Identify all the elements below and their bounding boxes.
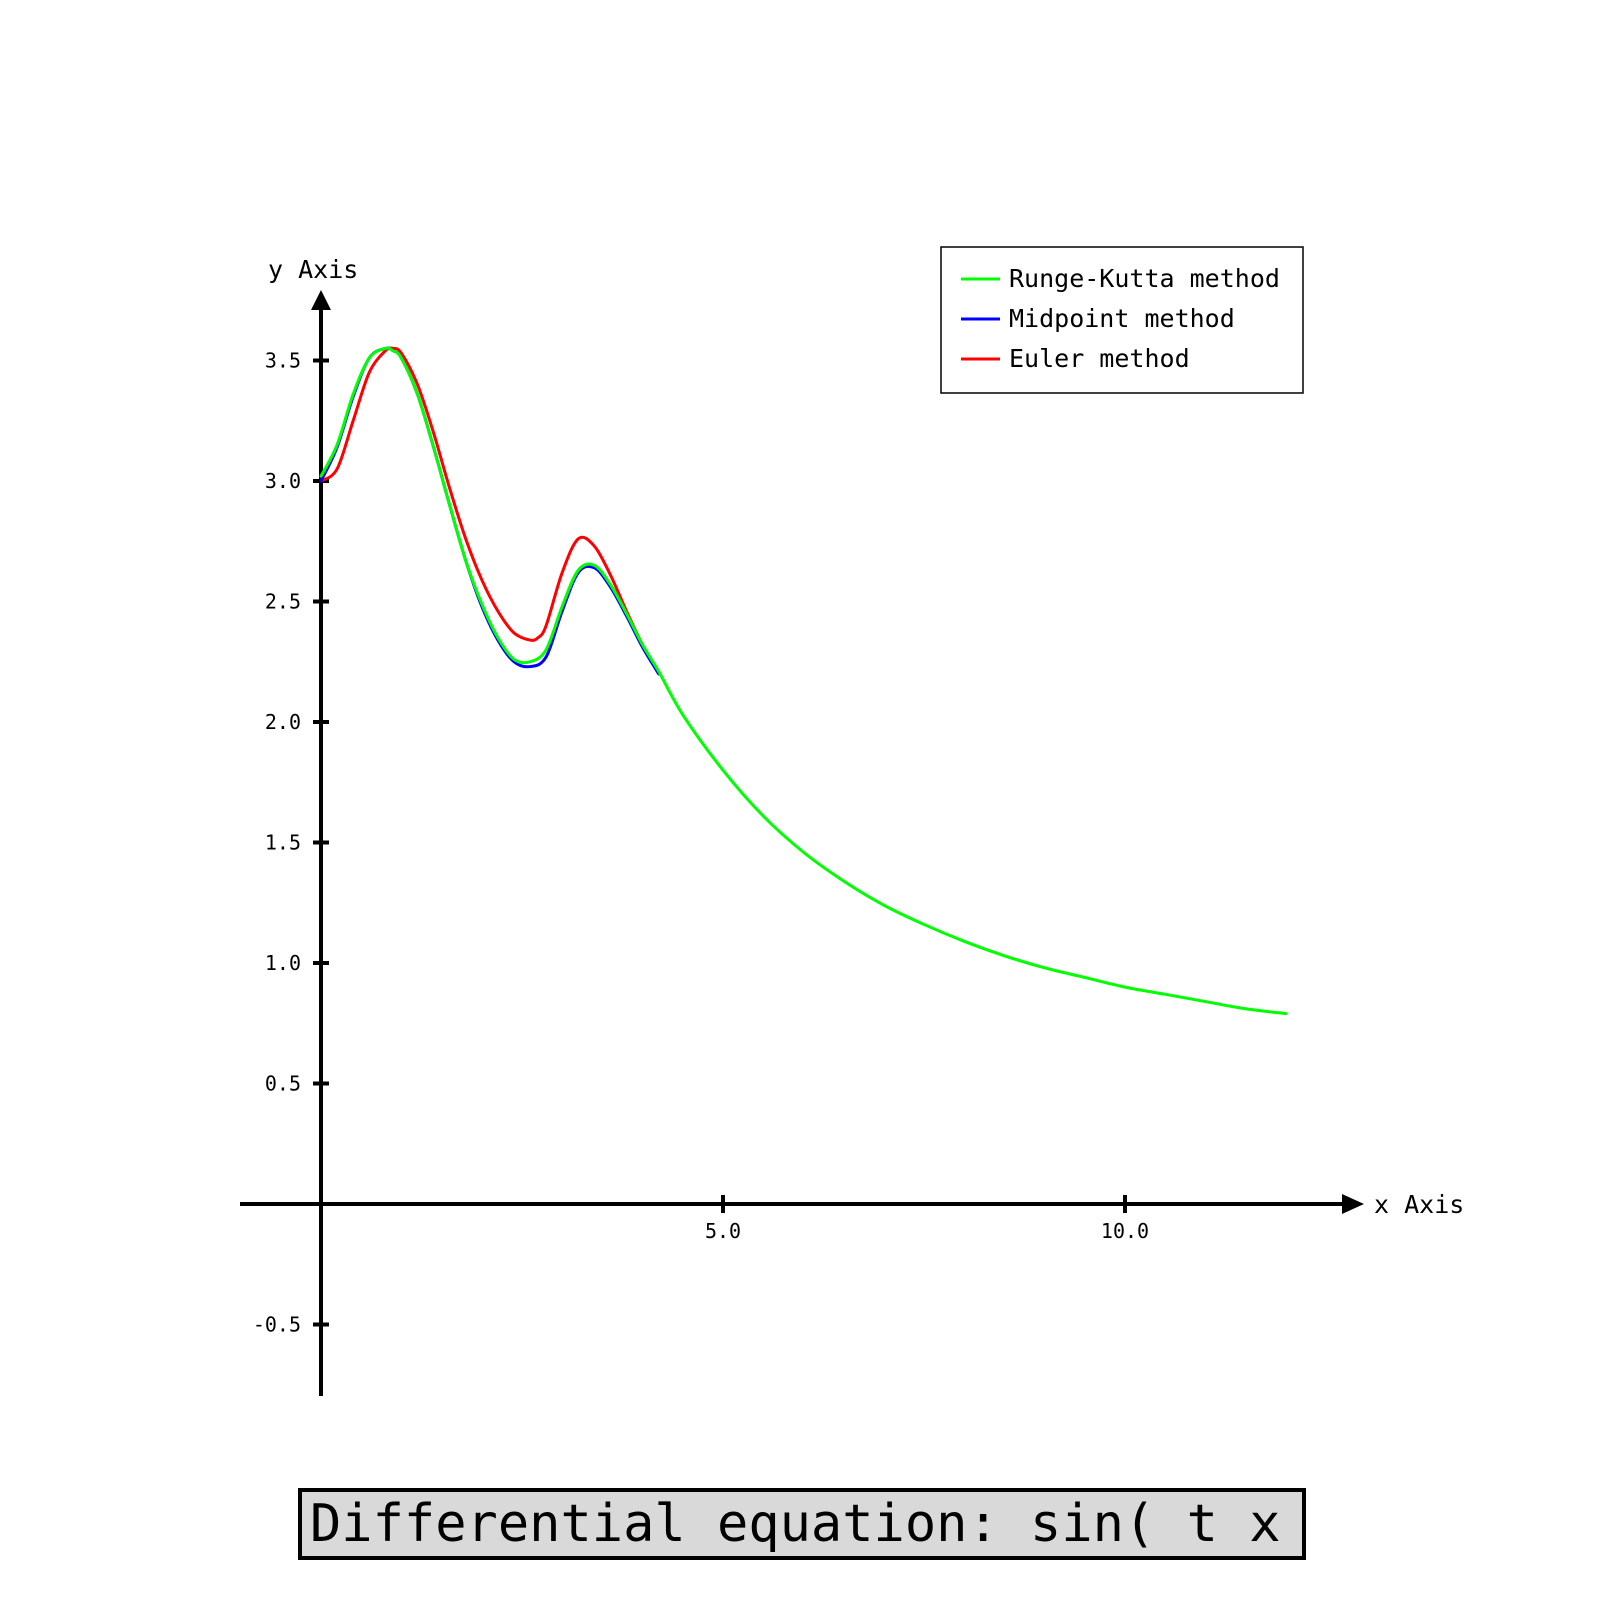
y-axis-label: y Axis — [268, 255, 358, 284]
y-tick-label: 3.0 — [265, 469, 301, 493]
legend-box — [940, 246, 1304, 394]
y-tick-label: 1.5 — [265, 831, 301, 855]
y-tick-label: 2.5 — [265, 590, 301, 614]
y-tick-label: 1.0 — [265, 951, 301, 975]
legend-label: Euler method — [1009, 344, 1190, 373]
legend-label: Midpoint method — [1009, 304, 1235, 333]
legend-label: Runge-Kutta method — [1009, 264, 1280, 293]
y-tick-label: 3.5 — [265, 349, 301, 373]
y-tick-label: -0.5 — [253, 1313, 301, 1337]
axes: x Axis y Axis — [240, 255, 1464, 1396]
legend: Runge-Kutta method Midpoint method Euler m… — [940, 246, 1304, 394]
series-line-euler-method — [319, 346, 661, 676]
y-tick-label: 2.0 — [265, 710, 301, 734]
y-axis-arrow-icon — [311, 290, 331, 310]
x-tick-label: 5.0 — [705, 1219, 741, 1243]
ticks: 5.0 10.0 -0.5 0.5 1.0 1.5 2.0 2.5 3.0 3.5 — [253, 349, 1149, 1337]
series — [319, 346, 1288, 1016]
chart-caption: Differential equation: sin( t x ) — [298, 1488, 1306, 1560]
x-axis-arrow-icon — [1342, 1194, 1364, 1214]
x-tick-label: 10.0 — [1101, 1219, 1149, 1243]
y-tick-label: 0.5 — [265, 1072, 301, 1096]
series-line-runge-kutta-method — [319, 346, 1288, 1016]
x-axis-label: x Axis — [1374, 1190, 1464, 1219]
